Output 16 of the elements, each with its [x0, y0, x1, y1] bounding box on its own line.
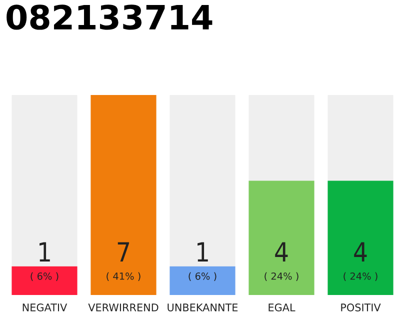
- annotation: ( 6% ): [188, 272, 216, 281]
- x-tick-label: VERWIRREND: [88, 304, 158, 312]
- x-tick-label: POSITIV: [341, 304, 381, 312]
- x-tick-label: UNBEKANNTE: [168, 304, 238, 312]
- data-label: 4: [354, 242, 367, 262]
- data-label: 4: [275, 242, 288, 262]
- data-label: 1: [198, 242, 208, 262]
- annotation: ( 6% ): [30, 272, 58, 281]
- data-label: 7: [118, 242, 130, 262]
- annotation: ( 24% ): [264, 272, 298, 281]
- annotation: ( 41% ): [106, 272, 140, 281]
- x-tick-label: EGAL: [268, 304, 296, 312]
- x-tick-label: NEGATIV: [22, 304, 68, 312]
- annotation: ( 24% ): [344, 272, 378, 281]
- data-label: 1: [40, 242, 50, 262]
- chart-title: 082133714: [6, 4, 212, 30]
